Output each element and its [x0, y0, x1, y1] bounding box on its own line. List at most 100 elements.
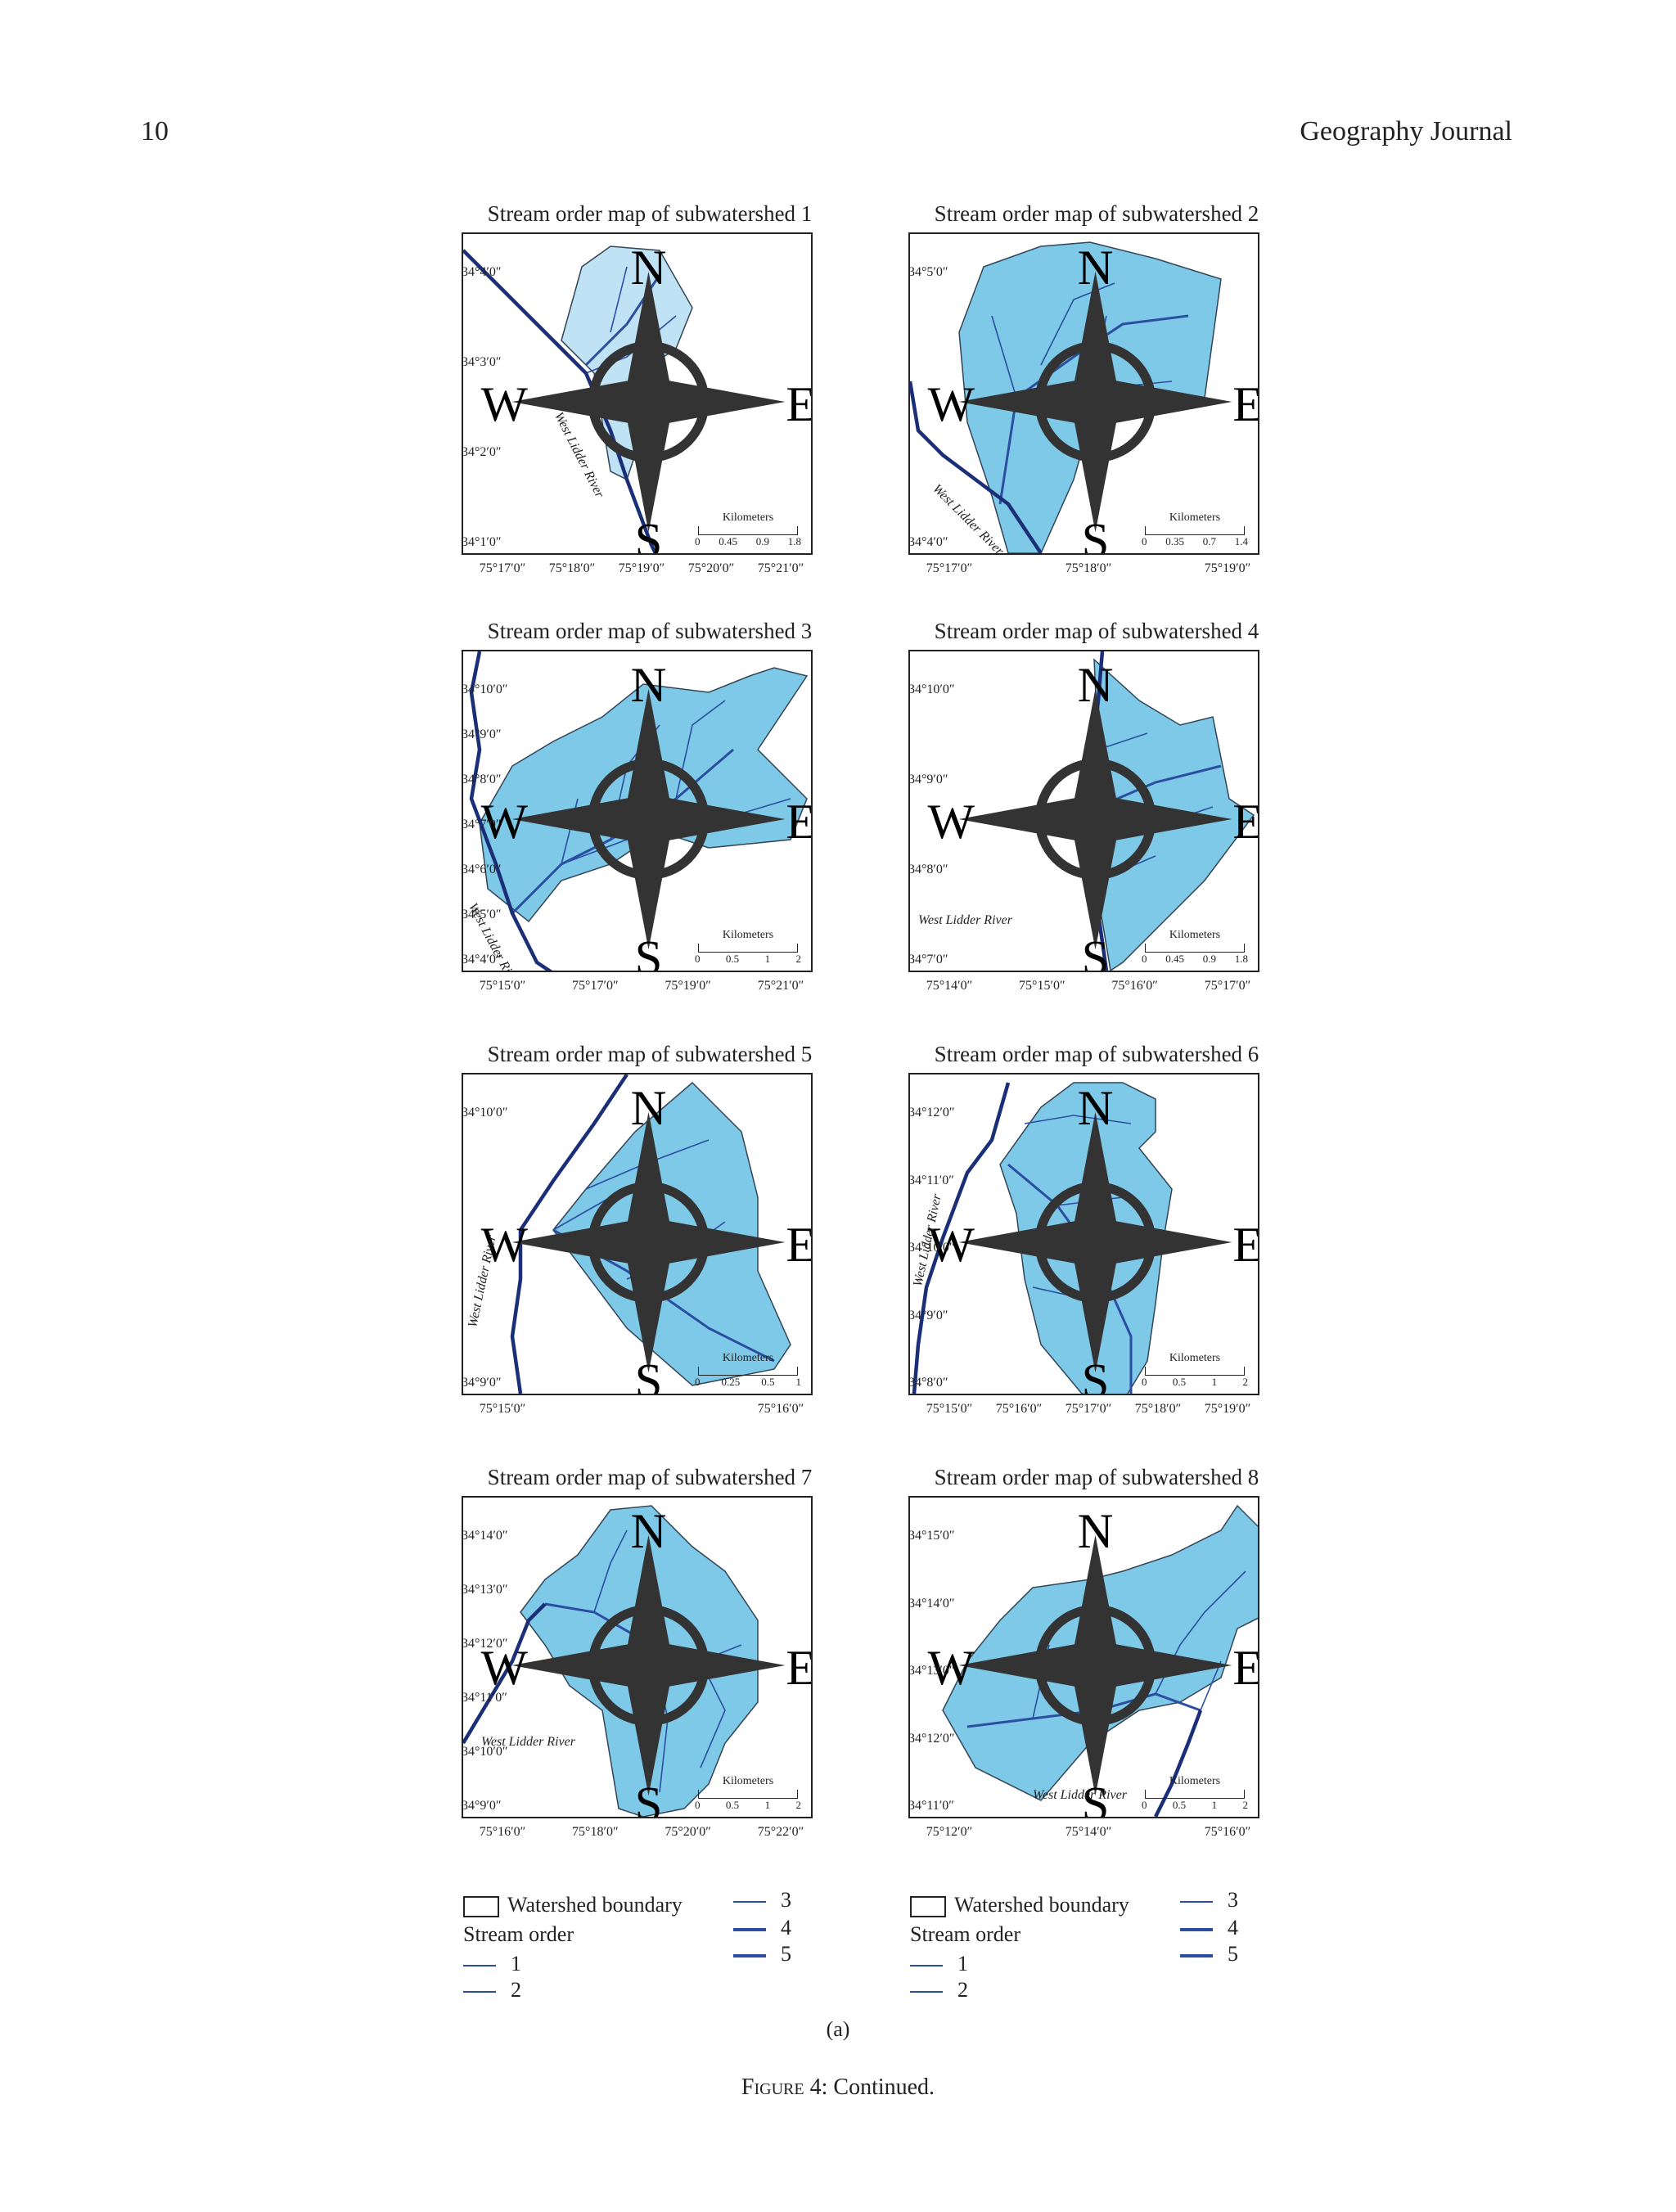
scale-bar-graphic — [698, 526, 798, 535]
legend-order-item: 3 — [1180, 1888, 1238, 1912]
svg-text:W: W — [481, 377, 529, 432]
svg-text:S: S — [635, 1777, 663, 1818]
compass-rose-icon: N S E W — [475, 1506, 811, 1817]
scale-tick: 1 — [764, 953, 771, 965]
longitude-label: 75°22′0″ — [757, 1825, 804, 1839]
svg-text:W: W — [481, 1641, 529, 1696]
longitude-label: 75°17′0″ — [1204, 979, 1251, 993]
longitude-label: 75°20′0″ — [687, 561, 735, 575]
scale-tick: 0.5 — [725, 1799, 740, 1811]
svg-text:N: N — [631, 1083, 667, 1136]
scale-bar-graphic — [698, 1790, 798, 1799]
map-frame: N S E W West Lidder River Kilometers 0 0.5 1 2 — [908, 1073, 1259, 1395]
compass-rose-icon: N S E W — [475, 1083, 811, 1394]
longitude-label: 75°16′0″ — [1111, 979, 1158, 993]
legend-order-item: 5 — [733, 1942, 791, 1966]
map-title: Stream order map of subwatershed 8 — [934, 1465, 1259, 1489]
svg-text:S: S — [1082, 514, 1110, 555]
scale-title: Kilometers — [722, 1352, 774, 1364]
stream-line-swatch — [910, 1991, 943, 1993]
scale-bar-graphic — [1145, 526, 1245, 535]
river-line — [912, 1082, 1011, 1394]
svg-text:W: W — [481, 1218, 529, 1273]
longitude-label: 75°19′0″ — [1204, 1402, 1251, 1416]
scale-tick: 0 — [1142, 535, 1147, 547]
svg-text:E: E — [786, 1641, 813, 1696]
scale-tick: 0.7 — [1202, 535, 1216, 547]
boundary-swatch — [910, 1896, 946, 1918]
compass-rose-icon: N S E W — [921, 1506, 1258, 1817]
scale-tick: 0 — [1142, 1799, 1147, 1811]
longitude-label: 75°21′0″ — [757, 561, 804, 575]
legend-order-value: 2 — [511, 1978, 521, 2002]
scale-bar: Kilometers 0 0.45 0.9 1.8 — [695, 511, 801, 548]
stream-line — [1040, 282, 1115, 366]
stream-line-swatch — [733, 1900, 766, 1903]
scale-tick: 0 — [695, 953, 701, 965]
legend-right: Watershed boundary Stream order 1 2 3 4 5 — [910, 1888, 1303, 2002]
stream-line-swatch — [733, 1954, 766, 1958]
scale-tick: 1.4 — [1234, 535, 1248, 547]
compass-rose-icon: N S E W — [921, 1083, 1258, 1394]
stream-line — [593, 1529, 628, 1613]
legend-order-value: 5 — [781, 1942, 791, 1966]
scale-tick: 0 — [1142, 953, 1147, 965]
svg-text:W: W — [928, 795, 975, 849]
river-line — [510, 1074, 628, 1394]
legend-boundary: Watershed boundary — [910, 1893, 1129, 1918]
legend-boundary: Watershed boundary — [463, 1893, 683, 1918]
svg-text:S: S — [1082, 1777, 1110, 1818]
map-frame: N S E W West Lidder River Kilometers 0 0.25 0.5 1 — [462, 1073, 813, 1395]
journal-name: Geography Journal — [1300, 116, 1512, 146]
longitude-label: 75°17′0″ — [926, 561, 973, 575]
scale-tick: 0.25 — [721, 1376, 741, 1388]
svg-text:E: E — [786, 795, 813, 849]
scale-tick: 0.9 — [1202, 953, 1216, 965]
river-label: West Lidder River — [1033, 1788, 1127, 1802]
scale-bar: Kilometers 0 0.5 1 2 — [695, 1775, 801, 1812]
river-line — [910, 381, 1043, 553]
longitude-label: 75°15′0″ — [926, 1402, 973, 1416]
longitude-label: 75°18′0″ — [1134, 1402, 1182, 1416]
legend-order-value: 3 — [781, 1888, 791, 1912]
legend-order-value: 2 — [957, 1978, 968, 2002]
longitude-label: 75°17′0″ — [479, 561, 526, 575]
scale-title: Kilometers — [1169, 511, 1221, 524]
longitude-label: 75°17′0″ — [572, 979, 619, 993]
longitude-label: 75°16′0″ — [1204, 1825, 1251, 1839]
river-label: West Lidder River — [481, 1735, 575, 1749]
scale-bar-graphic — [1145, 1367, 1245, 1376]
longitude-label: 75°21′0″ — [757, 979, 804, 993]
scale-tick: 0.5 — [1172, 1376, 1187, 1388]
scale-tick: 0.45 — [1165, 953, 1184, 965]
longitude-label: 75°18′0″ — [572, 1825, 619, 1839]
map-title: Stream order map of subwatershed 6 — [934, 1042, 1259, 1066]
figure-caption: Figure 4: Continued. — [0, 2075, 1676, 2101]
scale-tick: 0.45 — [719, 535, 737, 547]
scale-tick: 1 — [795, 1376, 802, 1388]
stream-line — [1024, 1115, 1132, 1124]
longitude-label: 75°19′0″ — [1204, 561, 1251, 575]
scale-tick: 2 — [795, 953, 801, 965]
legend-order-item: 4 — [733, 1916, 791, 1940]
compass-rose-icon: N S E W — [921, 660, 1258, 971]
stream-line-swatch — [1180, 1928, 1213, 1931]
stream-line — [998, 314, 1189, 505]
legend-order-item: 2 — [910, 1978, 968, 2003]
scale-bar-graphic — [698, 1367, 798, 1376]
scale-bar-graphic — [1145, 1790, 1245, 1799]
caption-text: : Continued. — [821, 2075, 935, 2100]
subfigure-label: (a) — [826, 2017, 850, 2041]
legend-order-value: 1 — [511, 1952, 521, 1975]
legend-boundary-label: Watershed boundary — [507, 1893, 683, 1917]
legend-order-item: 3 — [733, 1888, 791, 1912]
scale-tick: 2 — [795, 1799, 801, 1811]
map-title: Stream order map of subwatershed 5 — [487, 1042, 813, 1066]
map-title: Stream order map of subwatershed 1 — [487, 201, 813, 226]
map-frame: N S E W West Lidder River Kilometers 0 0.5 1 2 — [908, 1496, 1259, 1818]
scale-bar: Kilometers 0 0.5 1 2 — [1142, 1775, 1248, 1812]
scale-bar: Kilometers 0 0.5 1 2 — [695, 929, 801, 966]
stream-line-swatch — [463, 1965, 496, 1966]
scale-bar: Kilometers 0 0.45 0.9 1.8 — [1142, 929, 1248, 966]
scale-tick: 1.8 — [1234, 953, 1248, 965]
